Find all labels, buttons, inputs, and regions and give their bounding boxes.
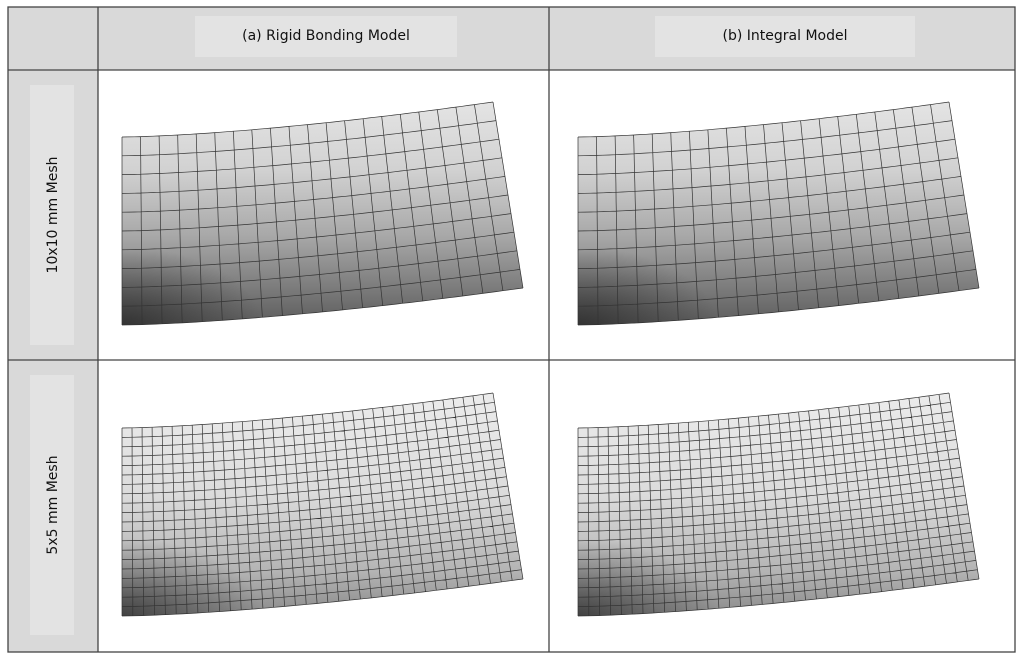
meshes [121, 101, 980, 617]
table-borders [7, 6, 1016, 653]
mesh-shade [578, 393, 979, 616]
mesh-grid [121, 392, 524, 617]
row-label-box [30, 375, 74, 635]
header-box [195, 16, 457, 57]
mesh-grid [577, 101, 980, 326]
row-label: 10x10 mm Mesh [45, 157, 61, 274]
mesh-shade [578, 102, 979, 325]
row-label: 5x5 mm Mesh [45, 455, 61, 554]
mesh-grid [121, 101, 524, 326]
column-header: (a) Rigid Bonding Model [242, 28, 410, 44]
mesh-shade [122, 393, 523, 616]
column-header: (b) Integral Model [723, 28, 848, 44]
mesh-grid [577, 392, 980, 617]
row-label-box [30, 85, 74, 345]
header-box [655, 16, 915, 57]
mesh-shade [122, 102, 523, 325]
